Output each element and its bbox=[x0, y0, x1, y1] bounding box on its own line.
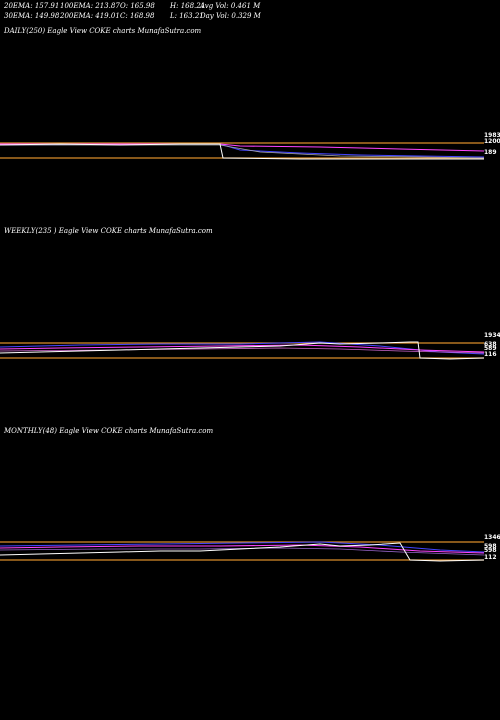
weekly-price-line bbox=[0, 341, 485, 360]
monthly-ema-fast-line bbox=[0, 544, 485, 554]
daily-chart-title: DAILY(250) Eagle View COKE charts Munafa… bbox=[4, 27, 202, 35]
weekly-price-label-1: 1934 bbox=[484, 332, 500, 339]
ema20-stat: 20EMA: 157.91 bbox=[4, 2, 60, 10]
weekly-ema-slow-line bbox=[0, 341, 485, 355]
daily-ema-mid-line bbox=[0, 144, 485, 159]
daily-price-label-2: 1200 bbox=[484, 138, 500, 145]
low-stat: L: 163.21 bbox=[170, 12, 204, 20]
daily-chart: 1983 1200 189 bbox=[0, 132, 500, 160]
monthly-chart-title: MONTHLY(48) Eagle View COKE charts Munaf… bbox=[4, 427, 214, 435]
monthly-ema-mid-line bbox=[0, 547, 485, 556]
close-stat: C: 168.98 bbox=[120, 12, 155, 20]
daily-price-label-1: 1983 bbox=[484, 132, 500, 139]
monthly-price-label-2: 598 bbox=[484, 543, 497, 550]
ema200-stat: 200EMA: 419.01 bbox=[60, 12, 120, 20]
weekly-chart-title: WEEKLY(235 ) Eagle View COKE charts Muna… bbox=[4, 227, 213, 235]
weekly-chart: 1934 638 589 116 bbox=[0, 332, 500, 360]
weekly-price-label-2: 638 bbox=[484, 341, 497, 348]
weekly-price-label-4: 116 bbox=[484, 351, 497, 358]
daily-price-label-3: 189 bbox=[484, 149, 497, 156]
monthly-chart: 1346 598 598 112 bbox=[0, 534, 500, 562]
monthly-price-label-1: 1346 bbox=[484, 534, 500, 541]
high-stat: H: 168.21 bbox=[170, 2, 206, 10]
daily-price-line bbox=[0, 143, 484, 160]
weekly-ema-fast-line bbox=[0, 344, 485, 353]
monthly-ema-slow-line bbox=[0, 541, 485, 553]
weekly-price-label-3: 589 bbox=[484, 345, 497, 352]
avgvol-stat: Avg Vol: 0.461 M bbox=[200, 2, 261, 10]
dayvol-stat: Day Vol: 0.329 M bbox=[200, 12, 261, 20]
ema30-stat: 30EMA: 149.98 bbox=[4, 12, 60, 20]
monthly-price-line bbox=[0, 542, 485, 562]
ema100-stat: 100EMA: 213.87 bbox=[60, 2, 120, 10]
open-stat: O: 165.98 bbox=[120, 2, 155, 10]
monthly-price-label-3: 598 bbox=[484, 547, 497, 554]
monthly-price-label-4: 112 bbox=[484, 554, 497, 561]
